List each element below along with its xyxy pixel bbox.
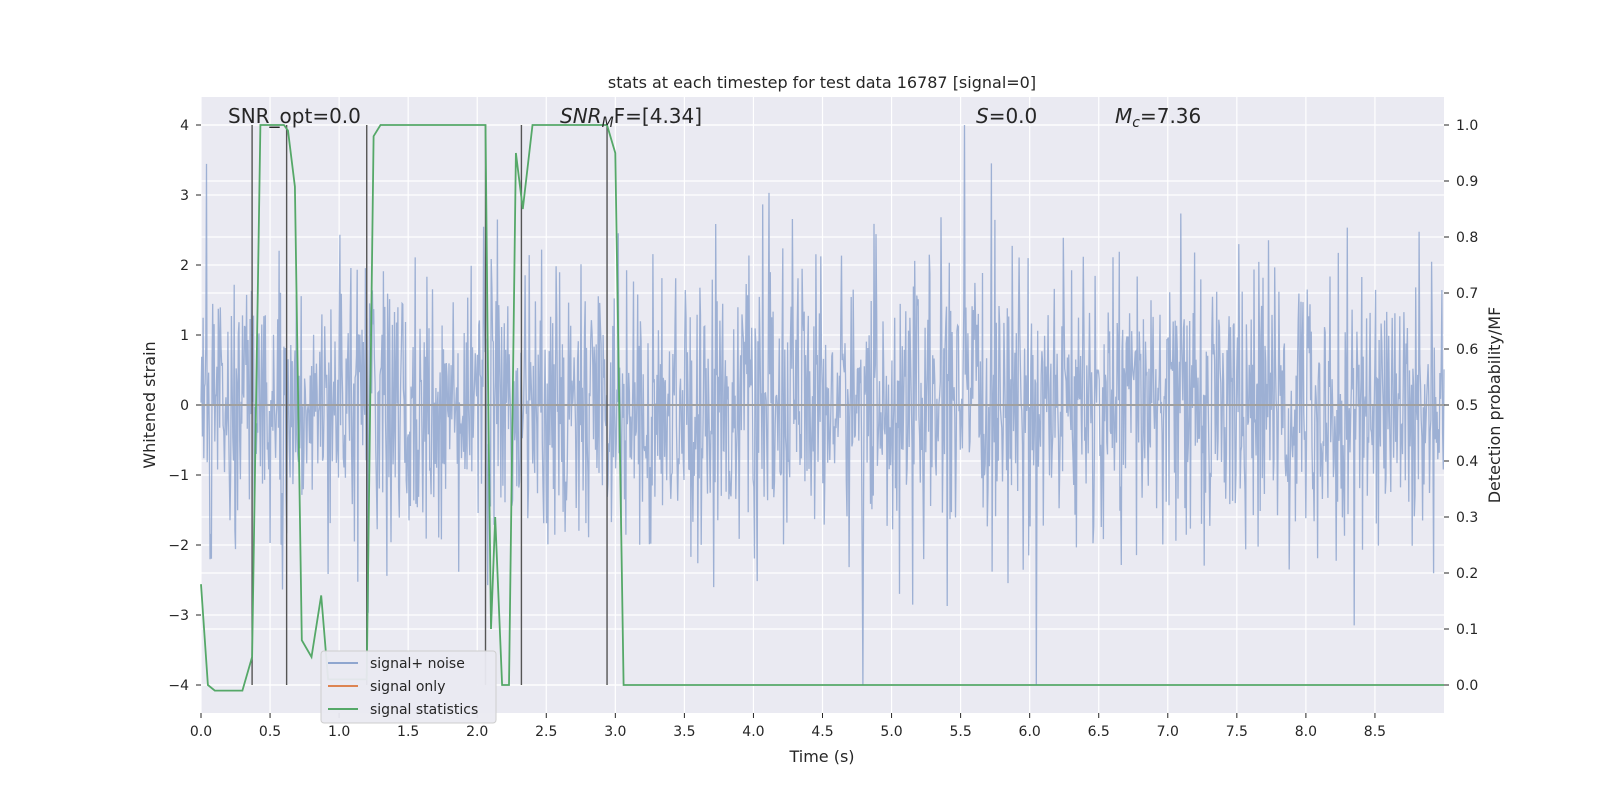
- legend-box: [320, 650, 497, 724]
- noise-series: [200, 124, 1445, 686]
- annotation-s-rest: =0.0: [989, 104, 1038, 128]
- y-right-tick-label: 0.4: [1456, 454, 1478, 470]
- x-tick-label: 2.0: [466, 724, 488, 740]
- annotation-s: S=0.0: [976, 104, 1037, 128]
- y-right-tick-label: 0.5: [1456, 398, 1478, 414]
- annotation-snr-mf-sub: M: [602, 115, 614, 131]
- y-left-tick-label: 2: [180, 258, 189, 274]
- legend-label-signal-only: signal only: [370, 679, 445, 695]
- x-tick-label: 3.5: [673, 724, 695, 740]
- annotation-mc: Mc=7.36: [1115, 104, 1201, 131]
- annotation-snr-mf: SNRMF=[4.34]: [560, 104, 702, 131]
- x-tick-label: 5.5: [949, 724, 971, 740]
- annotation-mc-sub: c: [1132, 115, 1140, 131]
- y-right-tick-label: 0.7: [1456, 286, 1478, 302]
- y-left-tick-label: 4: [180, 118, 189, 134]
- x-tick-label: 0.0: [190, 724, 212, 740]
- y-left-tick-label: 1: [180, 328, 189, 344]
- x-tick-label: 6.5: [1088, 724, 1110, 740]
- y-left-tick-label: −2: [168, 538, 189, 554]
- x-tick-label: 4.0: [742, 724, 764, 740]
- x-tick-label: 1.0: [328, 724, 350, 740]
- y-right-tick-label: 0.8: [1456, 230, 1478, 246]
- y-right-tick-label: 0.0: [1456, 678, 1478, 694]
- annotation-mc-rest: =7.36: [1140, 104, 1201, 128]
- x-tick-label: 7.5: [1226, 724, 1248, 740]
- x-tick-label: 3.0: [604, 724, 626, 740]
- x-tick-label: 0.5: [259, 724, 281, 740]
- y-right-axis-ticks: 1.0 0.9 0.8 0.7 0.6 0.5 0.4 0.3 0.2 0.1 0.0: [1444, 118, 1478, 694]
- x-tick-label: 4.5: [811, 724, 833, 740]
- legend-label-noise: signal+ noise: [370, 656, 465, 672]
- chart-title: stats at each timestep for test data 167…: [608, 73, 1036, 92]
- x-tick-label: 1.5: [397, 724, 419, 740]
- x-tick-label: 7.0: [1157, 724, 1179, 740]
- annotation-snr-opt: SNR_opt=0.0: [228, 104, 361, 128]
- annotation-snr-mf-base: SNR: [560, 104, 602, 128]
- y-right-axis-label: Detection probability/MF: [1485, 307, 1504, 504]
- y-right-tick-label: 0.2: [1456, 566, 1478, 582]
- y-right-tick-label: 1.0: [1456, 118, 1478, 134]
- x-axis-ticks: 0.0 0.5 1.0 1.5 2.0 2.5 3.0 3.5 4.0 4.5 5.0 5.5 6.0 6…: [190, 713, 1386, 740]
- x-axis-label: Time (s): [788, 747, 854, 766]
- annotation-s-base: S: [976, 104, 989, 128]
- annotation-mc-base: M: [1115, 104, 1132, 128]
- x-tick-label: 6.0: [1019, 724, 1041, 740]
- noise-line: [200, 124, 1445, 686]
- y-left-tick-label: −3: [168, 608, 189, 624]
- y-left-tick-label: −4: [168, 678, 189, 694]
- legend: signal+ noise signal only signal statist…: [320, 650, 497, 724]
- y-left-axis-label: Whitened strain: [140, 341, 159, 468]
- legend-label-signal-statistics: signal statistics: [370, 702, 478, 718]
- vertical-markers: [251, 125, 608, 685]
- annotation-snr-mf-rest: F=[4.34]: [614, 104, 702, 128]
- y-left-tick-label: 0: [180, 398, 189, 414]
- y-right-tick-label: 0.3: [1456, 510, 1478, 526]
- x-tick-label: 2.5: [535, 724, 557, 740]
- x-tick-label: 8.5: [1364, 724, 1386, 740]
- y-left-tick-label: 3: [180, 188, 189, 204]
- x-tick-label: 8.0: [1295, 724, 1317, 740]
- y-right-tick-label: 0.6: [1456, 342, 1478, 358]
- x-tick-label: 5.0: [880, 724, 902, 740]
- y-left-tick-label: −1: [168, 468, 189, 484]
- y-right-tick-label: 0.1: [1456, 622, 1478, 638]
- y-right-tick-label: 0.9: [1456, 174, 1478, 190]
- y-left-axis-ticks: 4 3 2 1 0 −1 −2 −3 −4: [168, 118, 201, 694]
